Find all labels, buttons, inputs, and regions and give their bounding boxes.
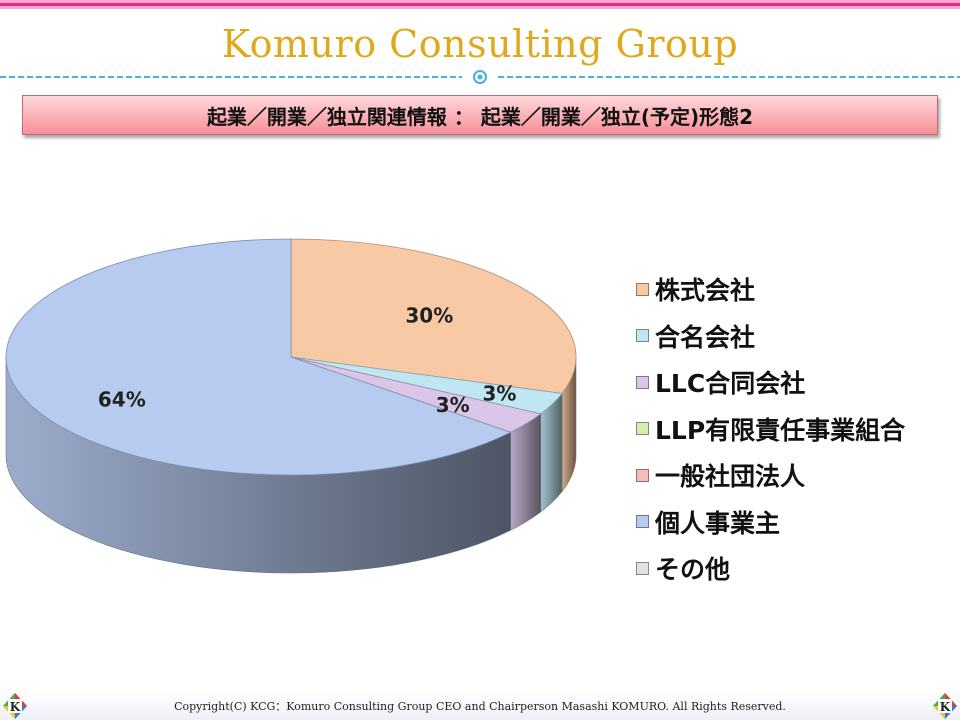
legend-swatch	[636, 561, 649, 575]
legend-label: 個人事業主	[655, 508, 781, 538]
section-banner: 起業／開業／独立関連情報 ： 起業／開業／独立(予定)形態2	[22, 95, 938, 135]
legend-item: 一般社団法人	[636, 452, 905, 499]
legend-label: 株式会社	[655, 276, 756, 306]
data-labels: 30% 3% 3% 64%	[98, 303, 517, 416]
pie-slice-5	[5, 238, 512, 476]
legend-item: LLP有限責任事業組合	[636, 406, 905, 453]
banner-text: 起業／開業／独立関連情報 ： 起業／開業／独立(予定)形態2	[206, 104, 754, 129]
data-label-5: 64%	[98, 388, 146, 412]
legend-swatch	[636, 468, 649, 482]
legend-label: 合名会社	[655, 322, 756, 352]
legend-label: LLP有限責任事業組合	[655, 415, 906, 445]
k-logo-right: K	[932, 692, 958, 720]
pie-slice-0	[290, 238, 577, 394]
legend-swatch	[636, 329, 649, 343]
footer-bar: Copyright(C) KCG：Komuro Consulting Group…	[0, 692, 960, 720]
pie-side-walls	[5, 356, 577, 574]
legend-item: 株式会社	[636, 266, 905, 313]
legend-swatch	[636, 375, 649, 389]
legend-label: その他	[655, 555, 731, 585]
pie-top	[5, 238, 577, 476]
k-logo-letter: K	[10, 700, 21, 714]
legend-label: 一般社団法人	[655, 462, 806, 492]
legend-item: その他	[636, 545, 905, 592]
top-stripes	[0, 0, 960, 12]
brand-title: Komuro Consulting Group	[221, 22, 739, 66]
data-label-2: 3%	[436, 393, 470, 417]
legend-label: LLC合同会社	[655, 369, 806, 399]
slice-side-2	[510, 413, 542, 531]
data-label-1: 3%	[483, 381, 517, 405]
k-logo-letter: K	[940, 700, 951, 714]
legend-item: LLC合同会社	[636, 359, 905, 406]
title-divider	[0, 70, 960, 84]
data-label-0: 30%	[405, 303, 453, 327]
legend-item: 合名会社	[636, 313, 905, 360]
legend-item: 個人事業主	[636, 499, 905, 546]
chart-legend: 株式会社合名会社 LLC合同会社 LLP有限責任事業組合 一般社団法人 個人事業主その他	[636, 266, 905, 592]
k-logo-left: K	[2, 692, 28, 720]
legend-swatch	[636, 515, 649, 529]
copyright-text: Copyright(C) KCG：Komuro Consulting Group…	[174, 700, 786, 713]
pie-chart: 30% 3% 3% 64%	[5, 238, 577, 574]
legend-swatch	[636, 422, 649, 436]
legend-swatch	[636, 282, 649, 296]
